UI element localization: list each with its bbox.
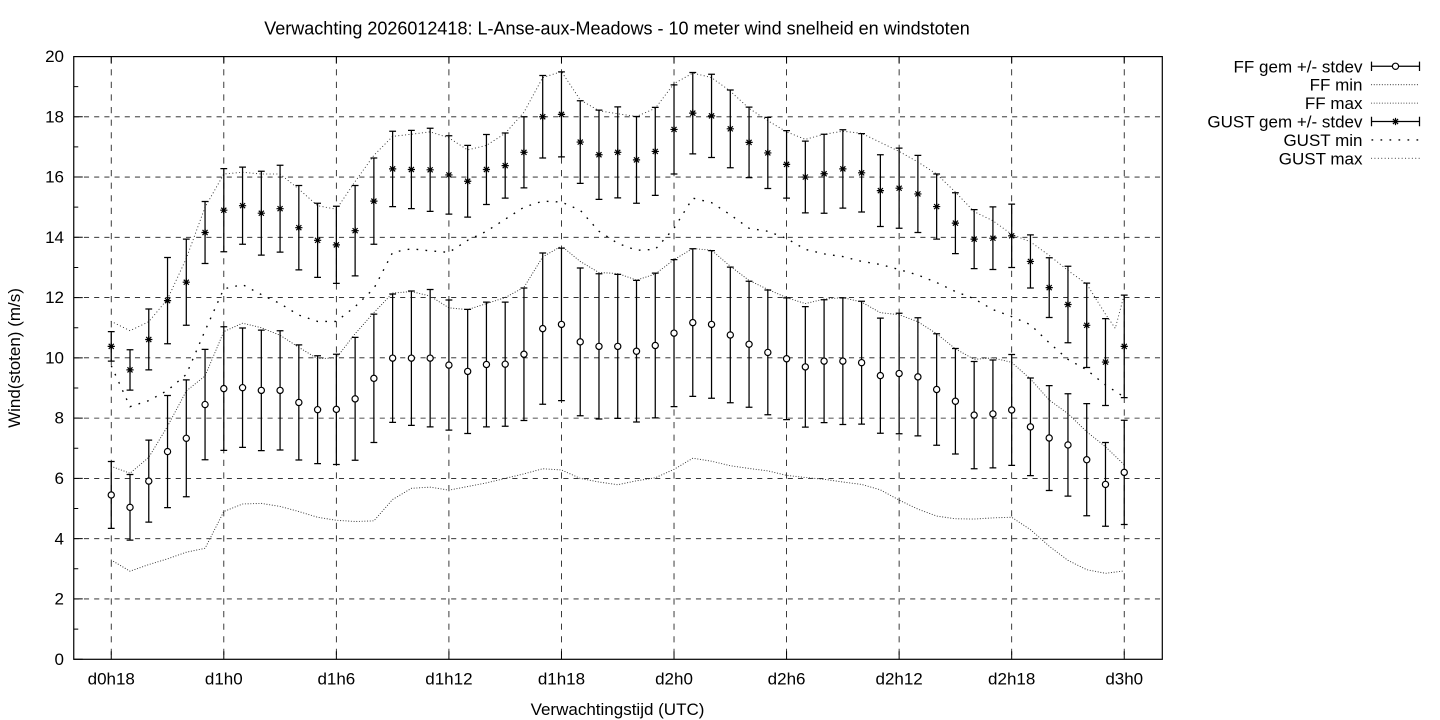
svg-text:4: 4 <box>55 529 64 548</box>
svg-text:12: 12 <box>45 288 64 307</box>
svg-text:8: 8 <box>55 409 64 428</box>
svg-text:20: 20 <box>45 47 64 66</box>
svg-text:d1h18: d1h18 <box>538 670 585 689</box>
svg-text:FF min: FF min <box>1310 76 1363 95</box>
svg-text:d2h18: d2h18 <box>988 670 1035 689</box>
svg-text:2: 2 <box>55 590 64 609</box>
svg-text:FF gem +/- stdev: FF gem +/- stdev <box>1234 57 1363 76</box>
svg-text:FF max: FF max <box>1305 94 1363 113</box>
svg-text:Verwachtingstijd (UTC): Verwachtingstijd (UTC) <box>531 700 705 719</box>
svg-text:d1h12: d1h12 <box>425 670 472 689</box>
svg-text:d1h6: d1h6 <box>317 670 355 689</box>
svg-text:GUST max: GUST max <box>1279 149 1363 168</box>
svg-text:GUST gem +/- stdev: GUST gem +/- stdev <box>1207 113 1363 132</box>
svg-text:10: 10 <box>45 348 64 367</box>
svg-text:18: 18 <box>45 107 64 126</box>
svg-text:0: 0 <box>55 650 64 669</box>
svg-text:14: 14 <box>45 228 64 247</box>
svg-text:d0h18: d0h18 <box>88 670 135 689</box>
svg-text:Wind(stoten) (m/s): Wind(stoten) (m/s) <box>5 288 24 428</box>
svg-text:d2h0: d2h0 <box>655 670 693 689</box>
svg-text:d2h6: d2h6 <box>768 670 806 689</box>
svg-text:d3h0: d3h0 <box>1105 670 1143 689</box>
svg-text:16: 16 <box>45 168 64 187</box>
svg-text:d2h12: d2h12 <box>875 670 922 689</box>
svg-text:GUST min: GUST min <box>1283 131 1362 150</box>
svg-text:Verwachting 2026012418: L-Anse: Verwachting 2026012418: L-Anse-aux-Meado… <box>264 19 969 39</box>
svg-text:d1h0: d1h0 <box>205 670 243 689</box>
svg-text:6: 6 <box>55 469 64 488</box>
